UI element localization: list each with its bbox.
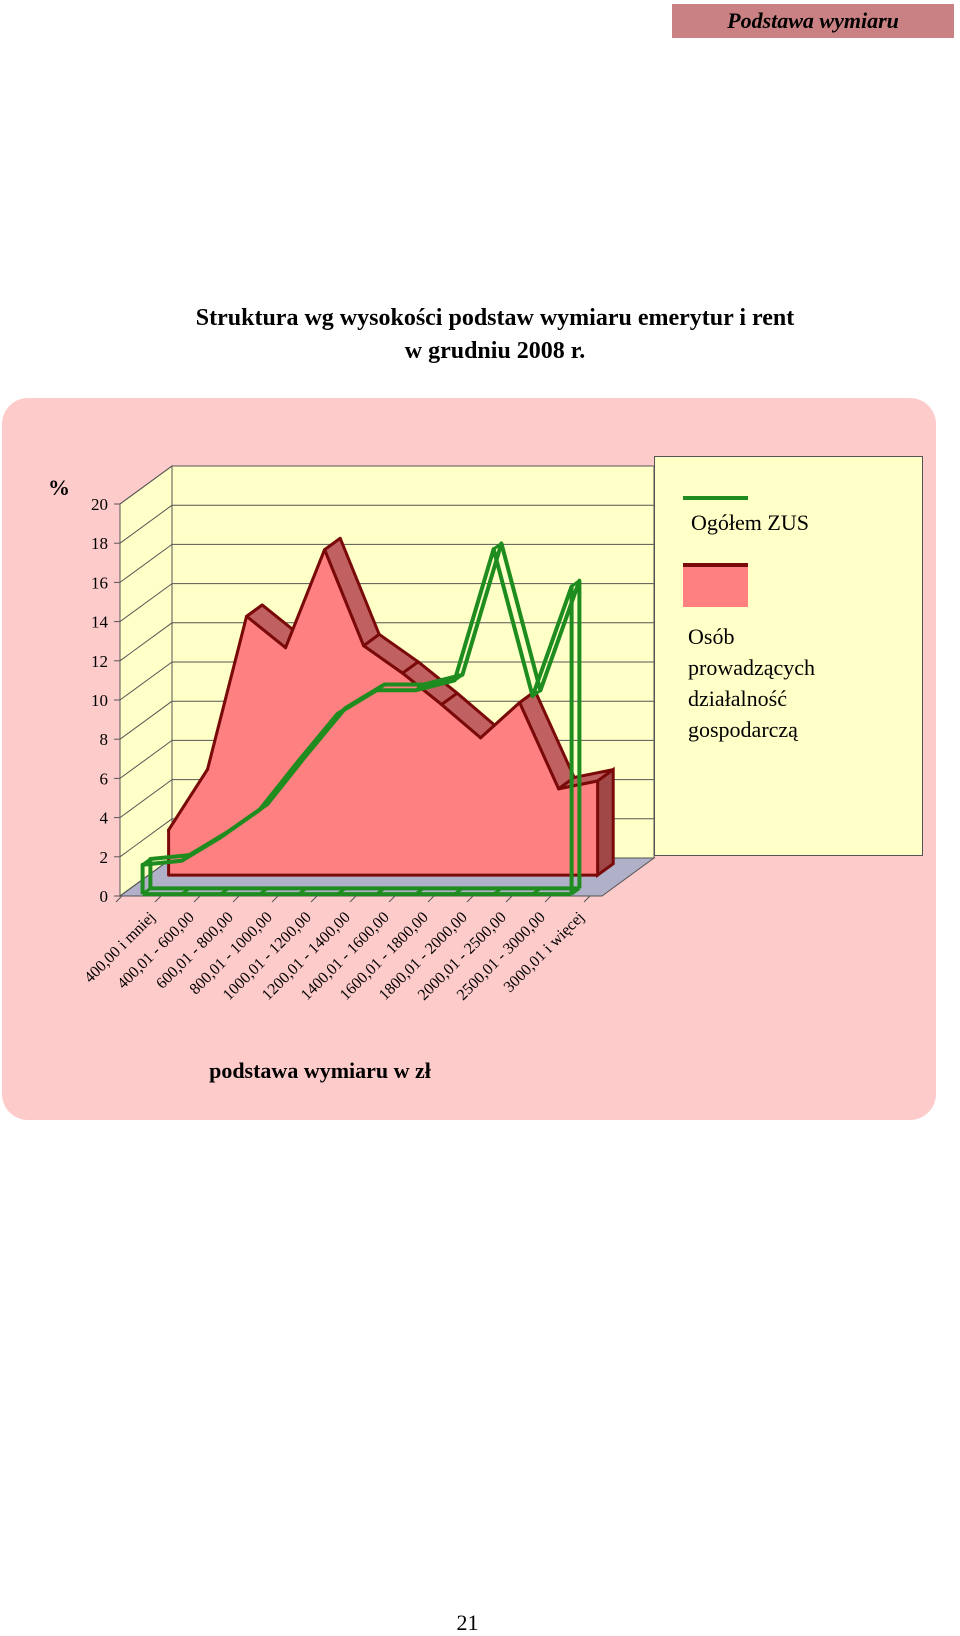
line-data-point bbox=[258, 802, 269, 812]
y-tick-label: 2 bbox=[100, 848, 109, 867]
area-data-point bbox=[596, 779, 600, 783]
legend-label-business: Osób prowadzących działalność gospodarcz… bbox=[688, 624, 821, 742]
y-tick-label: 20 bbox=[91, 495, 108, 514]
line-floor-rung bbox=[336, 887, 347, 896]
line-data-point bbox=[141, 857, 152, 866]
x-tick-mark bbox=[271, 895, 279, 903]
area-data-point bbox=[557, 787, 561, 791]
y-axis-label: % bbox=[48, 475, 70, 500]
section-badge: Podstawa wymiaru bbox=[672, 4, 954, 38]
line-floor-rung bbox=[570, 887, 581, 896]
gridline-side bbox=[119, 622, 173, 662]
x-tick-mark bbox=[388, 895, 396, 903]
y-tick-label: 0 bbox=[100, 887, 109, 906]
gridline-side bbox=[119, 779, 173, 819]
line-data-point bbox=[297, 753, 308, 763]
line-floor-rung bbox=[258, 887, 269, 896]
area-data-point bbox=[440, 703, 444, 707]
y-tick-label: 6 bbox=[100, 769, 109, 788]
line-data-point bbox=[336, 706, 347, 715]
x-tick-mark bbox=[115, 895, 123, 903]
line-data-point bbox=[180, 853, 191, 862]
gridline-side bbox=[119, 661, 173, 701]
area-data-point bbox=[362, 644, 366, 648]
area-data-point bbox=[206, 767, 210, 771]
line-data-point bbox=[453, 673, 464, 682]
x-tick-mark bbox=[310, 895, 318, 903]
gridline-side bbox=[119, 504, 173, 544]
line-floor-rung bbox=[492, 887, 503, 896]
x-tick-mark bbox=[427, 895, 435, 903]
area-data-point bbox=[479, 736, 483, 740]
chart-legend bbox=[654, 456, 923, 856]
line-data-point bbox=[375, 683, 386, 692]
y-tick-label: 8 bbox=[100, 730, 109, 749]
line-data-point bbox=[219, 830, 230, 839]
area-data-point bbox=[245, 614, 249, 618]
x-axis-label: podstawa wymiaru w zł bbox=[209, 1058, 431, 1083]
chart-title-line-2: w grudniu 2008 r. bbox=[404, 338, 586, 364]
line-floor-rung bbox=[531, 887, 542, 896]
gridline-side bbox=[119, 465, 173, 505]
area-data-point bbox=[284, 646, 288, 650]
x-tick-mark bbox=[232, 895, 240, 903]
x-tick-mark bbox=[466, 895, 474, 903]
gridline-side bbox=[119, 818, 173, 858]
area-data-point bbox=[518, 701, 522, 705]
x-tick-mark bbox=[154, 895, 162, 903]
line-floor-rung bbox=[180, 887, 191, 896]
x-tick-mark bbox=[544, 895, 552, 903]
line-data-point bbox=[414, 683, 425, 692]
area-data-point bbox=[323, 548, 327, 552]
y-tick-label: 14 bbox=[91, 613, 109, 632]
x-tick-mark bbox=[583, 895, 591, 903]
gridline-side bbox=[119, 583, 173, 623]
line-floor-rung bbox=[375, 887, 386, 896]
legend-swatch-business bbox=[683, 565, 748, 607]
line-data-point bbox=[492, 542, 503, 551]
line-floor-rung bbox=[297, 887, 308, 896]
line-floor-rung bbox=[414, 887, 425, 896]
area-data-point bbox=[401, 671, 405, 675]
gridline-side bbox=[119, 739, 173, 779]
chart-title-line-1: Struktura wg wysokości podstaw wymiaru e… bbox=[195, 305, 795, 331]
y-tick-label: 16 bbox=[91, 573, 108, 592]
gridline-side bbox=[119, 700, 173, 740]
y-tick-label: 18 bbox=[91, 534, 108, 553]
line-floor-rung bbox=[141, 887, 152, 896]
area-data-point bbox=[167, 828, 171, 832]
y-tick-label: 12 bbox=[91, 652, 108, 671]
line-data-point bbox=[570, 579, 581, 588]
y-tick-label: 10 bbox=[91, 691, 108, 710]
line-floor-rung bbox=[453, 887, 464, 896]
x-tick-mark bbox=[349, 895, 357, 903]
y-tick-label: 4 bbox=[100, 809, 109, 828]
x-tick-mark bbox=[505, 895, 513, 903]
chart-title: Struktura wg wysokości podstaw wymiaru e… bbox=[0, 302, 960, 368]
line-floor-rung bbox=[219, 887, 230, 896]
x-tick-mark bbox=[193, 895, 201, 903]
gridline-side bbox=[119, 543, 173, 583]
legend-label-total: Ogółem ZUS bbox=[691, 510, 809, 535]
area-end-cap bbox=[596, 766, 615, 879]
page-number: 21 bbox=[456, 1610, 479, 1635]
line-data-point bbox=[531, 689, 542, 698]
